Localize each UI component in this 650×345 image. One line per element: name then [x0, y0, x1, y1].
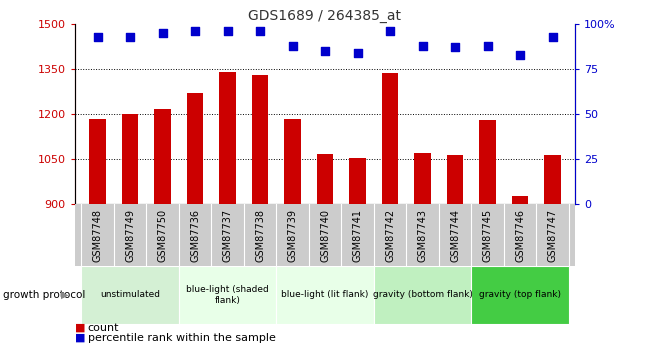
Text: blue-light (lit flank): blue-light (lit flank)	[281, 290, 369, 299]
Bar	[350, 158, 366, 204]
Point	[385, 29, 395, 34]
Text: GSM87749: GSM87749	[125, 208, 135, 262]
Bar	[415, 153, 431, 204]
Bar	[252, 75, 268, 204]
Point	[92, 34, 103, 39]
Point	[125, 34, 135, 39]
Text: GSM87748: GSM87748	[92, 208, 103, 262]
Bar	[480, 120, 496, 204]
Bar	[447, 155, 463, 204]
Text: GSM87739: GSM87739	[287, 208, 298, 262]
Point	[255, 29, 265, 34]
Text: GSM87736: GSM87736	[190, 208, 200, 262]
Text: ■: ■	[75, 323, 85, 333]
Text: GSM87738: GSM87738	[255, 208, 265, 262]
Text: GSM87746: GSM87746	[515, 208, 525, 262]
Bar	[90, 119, 105, 204]
Point	[352, 50, 363, 56]
Text: unstimulated: unstimulated	[100, 290, 160, 299]
Text: blue-light (shaded
flank): blue-light (shaded flank)	[186, 285, 269, 305]
Bar	[471, 266, 569, 324]
Point	[515, 52, 525, 57]
Text: GSM87740: GSM87740	[320, 208, 330, 262]
Text: GSM87744: GSM87744	[450, 208, 460, 262]
Text: GSM87741: GSM87741	[352, 208, 363, 262]
Title: GDS1689 / 264385_at: GDS1689 / 264385_at	[248, 9, 402, 23]
Bar	[179, 266, 276, 324]
Point	[547, 34, 558, 39]
Text: count: count	[88, 323, 119, 333]
Point	[157, 30, 168, 36]
Point	[482, 43, 493, 48]
Point	[190, 29, 200, 34]
Text: ▶: ▶	[61, 290, 69, 300]
Text: ■: ■	[75, 333, 85, 343]
Point	[320, 48, 330, 54]
Text: GSM87737: GSM87737	[222, 208, 233, 262]
Text: GSM87745: GSM87745	[482, 208, 493, 262]
Text: GSM87750: GSM87750	[157, 208, 168, 262]
Bar	[187, 93, 203, 204]
Text: growth protocol: growth protocol	[3, 290, 86, 300]
Bar	[545, 155, 561, 204]
Text: gravity (bottom flank): gravity (bottom flank)	[372, 290, 473, 299]
Point	[417, 43, 428, 48]
Bar	[220, 72, 236, 204]
Bar	[276, 266, 374, 324]
Bar	[374, 266, 471, 324]
Bar	[512, 196, 528, 204]
Text: gravity (top flank): gravity (top flank)	[479, 290, 561, 299]
Bar	[122, 114, 138, 204]
Bar	[382, 73, 398, 204]
Point	[287, 43, 298, 48]
Bar	[317, 154, 333, 204]
Text: GSM87747: GSM87747	[547, 208, 558, 262]
Point	[450, 45, 460, 50]
Bar	[81, 266, 179, 324]
Text: percentile rank within the sample: percentile rank within the sample	[88, 333, 276, 343]
Bar	[285, 119, 300, 204]
Bar	[155, 109, 170, 204]
Point	[222, 29, 233, 34]
Text: GSM87742: GSM87742	[385, 208, 395, 262]
Text: GSM87743: GSM87743	[417, 208, 428, 262]
